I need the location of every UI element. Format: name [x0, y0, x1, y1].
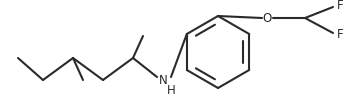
Text: H: H: [167, 83, 176, 97]
Text: F: F: [337, 0, 344, 11]
Text: O: O: [262, 11, 272, 25]
Text: F: F: [337, 28, 344, 42]
Text: N: N: [159, 74, 167, 86]
